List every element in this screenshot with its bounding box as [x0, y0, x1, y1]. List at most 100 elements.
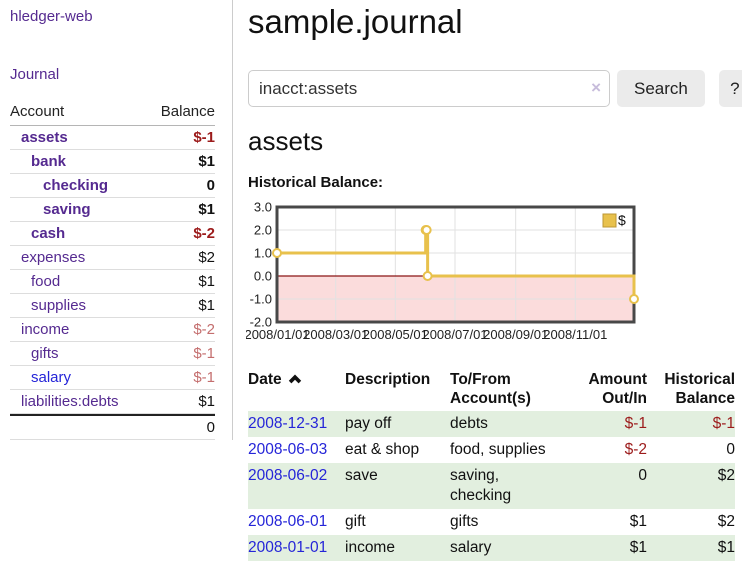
- account-link-gifts[interactable]: gifts: [31, 345, 59, 362]
- account-row: saving $1: [10, 198, 215, 222]
- transaction-balance: $-1: [712, 415, 735, 432]
- transaction-accounts: gifts: [450, 513, 479, 530]
- chart-title: Historical Balance:: [248, 174, 384, 191]
- help-button[interactable]: ?: [718, 70, 742, 107]
- search-bar: × Search ?: [248, 70, 742, 107]
- account-link-bank[interactable]: bank: [31, 153, 67, 170]
- account-row: gifts $-1: [10, 342, 215, 366]
- account-link-checking[interactable]: checking: [43, 177, 109, 194]
- transaction-amount: $1: [629, 539, 647, 556]
- account-balance: $1: [198, 273, 215, 290]
- register-column-header: To/From Account(s): [450, 371, 531, 407]
- transaction-balance: 0: [726, 441, 735, 458]
- data-point: [272, 248, 282, 258]
- balance-column-header: Balance: [160, 103, 215, 120]
- transaction-date-link[interactable]: 2008-01-01: [248, 539, 328, 556]
- account-row: income $-2: [10, 318, 215, 342]
- x-tick-label: 2008/11/01: [543, 327, 607, 342]
- accounts-total-value: 0: [206, 419, 215, 436]
- data-point: [422, 271, 433, 281]
- account-balance: $1: [198, 153, 215, 170]
- main-content: sample.journal × Search ? assets Histori…: [233, 0, 742, 561]
- account-balance: $-2: [193, 225, 215, 242]
- account-link-assets[interactable]: assets: [21, 129, 68, 146]
- sort-ascending-icon: [288, 374, 301, 384]
- account-row: supplies $1: [10, 294, 215, 318]
- page-title: sample.journal: [248, 3, 463, 40]
- transaction-amount: $-2: [624, 441, 647, 458]
- x-tick-label: 2008/09/01: [483, 327, 548, 342]
- legend-label: $: [618, 212, 626, 228]
- transaction-date-link[interactable]: 2008-06-01: [248, 513, 328, 530]
- x-tick-label: 2008/07/01: [422, 327, 487, 342]
- search-button[interactable]: Search: [617, 70, 705, 107]
- data-point: [629, 294, 639, 304]
- register-row: 2008-01-01 income salary $1 $1: [248, 535, 735, 561]
- account-link-saving[interactable]: saving: [43, 201, 91, 218]
- account-row: checking 0: [10, 174, 215, 198]
- account-balance: $-1: [193, 129, 215, 146]
- transaction-amount: $1: [629, 513, 647, 530]
- register-row: 2008-06-01 gift gifts $1 $2: [248, 509, 735, 535]
- y-tick-label: 1.0: [254, 246, 272, 261]
- transaction-date-link[interactable]: 2008-12-31: [248, 415, 328, 432]
- account-balance: $1: [198, 393, 215, 410]
- transaction-description: pay off: [345, 415, 392, 432]
- account-row: expenses $2: [10, 246, 215, 270]
- account-column-header: Account: [10, 103, 65, 120]
- accounts-table: Account Balance assets $-1 bank $1 checking 0…: [10, 100, 215, 440]
- transaction-balance: $2: [717, 467, 735, 484]
- account-row: bank $1: [10, 150, 215, 174]
- account-balance: $2: [198, 249, 215, 266]
- account-link-income[interactable]: income: [21, 321, 70, 338]
- transaction-date-link[interactable]: 2008-06-02: [248, 467, 328, 484]
- register-column-header: Description: [345, 371, 431, 388]
- register-table: Date Description To/From Account(s) Amount …: [248, 369, 735, 561]
- y-tick-label: -1.0: [250, 292, 272, 307]
- x-tick-label: 2008/01/01: [246, 327, 310, 342]
- y-tick-label: 3.0: [254, 200, 272, 215]
- account-link-supplies[interactable]: supplies: [31, 297, 87, 314]
- transaction-accounts: food, supplies: [450, 441, 546, 458]
- transaction-accounts: saving, checking: [450, 467, 512, 504]
- y-tick-label: -2.0: [250, 315, 272, 330]
- account-link-food[interactable]: food: [31, 273, 61, 290]
- y-tick-label: 2.0: [254, 223, 272, 238]
- account-row: cash $-2: [10, 222, 215, 246]
- transaction-accounts: salary: [450, 539, 492, 556]
- transaction-accounts: debts: [450, 415, 488, 432]
- account-link-salary[interactable]: salary: [31, 369, 72, 386]
- search-input[interactable]: [248, 70, 610, 107]
- account-row: food $1: [10, 270, 215, 294]
- transaction-balance: $1: [717, 539, 735, 556]
- account-balance: $-2: [193, 321, 215, 338]
- register-row: 2008-06-02 save saving, checking 0 $2: [248, 463, 735, 509]
- transaction-amount: 0: [638, 467, 647, 484]
- brand-link[interactable]: hledger-web: [10, 8, 93, 25]
- account-balance: $1: [198, 297, 215, 314]
- register-column-header: Historical Balance: [664, 371, 735, 407]
- account-balance: $-1: [193, 369, 215, 386]
- historical-balance-chart: $3.0 2.0 1.0 0.0 -1.0 -2.0 2008/01/01 2008/03/0…: [244, 198, 742, 349]
- sidebar: hledger-web Journal Account Balance asse…: [0, 0, 233, 440]
- register-row: 2008-12-31 pay off debts $-1 $-1: [248, 411, 735, 437]
- register-column-header[interactable]: Date: [248, 369, 345, 411]
- x-tick-label: 2008/03/01: [303, 327, 368, 342]
- data-point: [421, 225, 432, 235]
- account-link-expenses[interactable]: expenses: [21, 249, 86, 266]
- transaction-description: eat & shop: [345, 441, 420, 458]
- transaction-date-link[interactable]: 2008-06-03: [248, 441, 328, 458]
- account-balance: $1: [198, 201, 215, 218]
- account-row: liabilities:debts $1: [10, 390, 215, 414]
- account-row: salary $-1: [10, 366, 215, 390]
- accounts-table-header: Account Balance: [10, 100, 215, 126]
- account-balance: 0: [206, 177, 215, 194]
- transaction-balance: $2: [717, 513, 735, 530]
- y-tick-label: 0.0: [254, 269, 272, 284]
- nav-journal-link[interactable]: Journal: [10, 66, 60, 83]
- account-link-liabilities-debts[interactable]: liabilities:debts: [21, 393, 119, 410]
- clear-search-icon[interactable]: ×: [591, 78, 601, 97]
- account-link-cash[interactable]: cash: [31, 225, 66, 242]
- x-tick-label: 2008/05/01: [363, 327, 428, 342]
- transaction-amount: $-1: [624, 415, 647, 432]
